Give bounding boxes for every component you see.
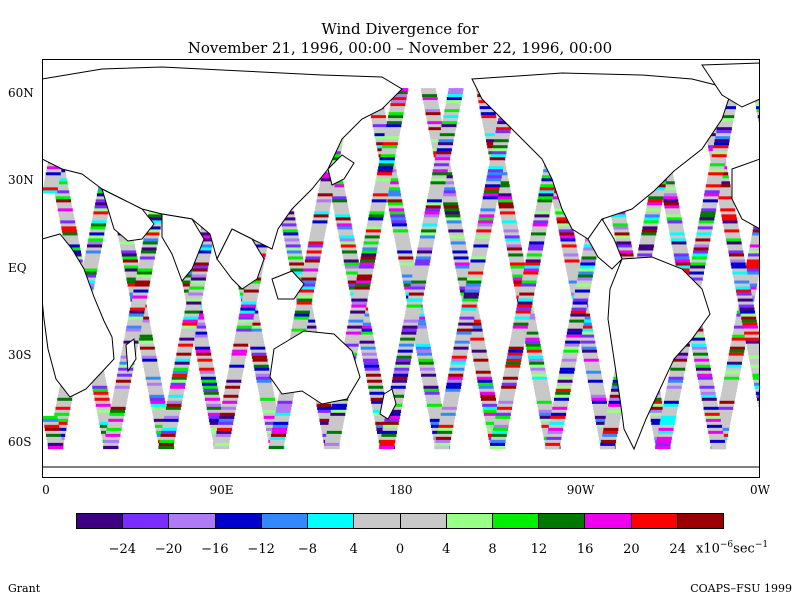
land-antarctica: [42, 466, 760, 478]
map-title-line1: Wind Divergence for: [321, 20, 479, 38]
latitude-label: 30S: [8, 347, 32, 362]
land-africa: [42, 233, 115, 398]
land-south-america: [607, 256, 711, 451]
swath: [379, 88, 464, 450]
color-legend-label: 24: [669, 542, 686, 557]
longitude-label: 0W: [750, 483, 770, 497]
color-legend-label: 20: [623, 542, 640, 557]
color-swatch: [215, 514, 262, 528]
color-swatch: [539, 514, 586, 528]
longitude-label: 0: [42, 483, 50, 497]
color-swatch: [169, 514, 216, 528]
color-legend-label: −16: [201, 542, 229, 557]
land-greenland: [701, 62, 760, 108]
land-india: [161, 213, 205, 282]
land-north-america: [471, 72, 733, 240]
land-europe-west: [731, 158, 760, 230]
color-legend-label: −8: [297, 542, 318, 557]
color-swatch: [492, 514, 540, 528]
color-swatch: [677, 514, 724, 528]
longitude-label: 180: [389, 483, 413, 497]
color-swatch: [631, 514, 678, 528]
latitude-label: 60N: [8, 85, 34, 100]
latitude-label: EQ: [8, 260, 27, 275]
color-swatch: [123, 514, 170, 528]
map-area: [42, 59, 760, 478]
color-legend-label: 16: [576, 542, 594, 557]
land-new-zealand: [379, 388, 397, 420]
land-japan: [327, 154, 355, 186]
land-southeast-asia: [216, 228, 265, 290]
color-swatch: [308, 514, 355, 528]
color-swatch: [585, 514, 632, 528]
divergence-map: [42, 59, 760, 478]
longitude-label: 90W: [566, 483, 595, 497]
map-title-line2: November 21, 1996, 00:00 – November 22, …: [187, 39, 613, 57]
map-frame: [42, 59, 760, 478]
color-swatch: [77, 514, 124, 528]
latitude-label: 60S: [8, 435, 32, 450]
color-legend-label: 0: [395, 542, 405, 557]
color-swatch: [261, 514, 309, 528]
color-legend-label: 4: [349, 542, 358, 557]
color-legend-label: 8: [488, 542, 497, 557]
latitude-label: 30N: [8, 173, 34, 188]
land-masses: [42, 62, 760, 478]
color-legend-bar: [76, 513, 724, 529]
land-arabia: [101, 188, 155, 242]
color-swatch: [446, 514, 493, 528]
color-legend-unit: x10−6sec−1: [696, 540, 769, 557]
land-madagascar: [125, 338, 137, 373]
land-australia: [269, 330, 361, 405]
author-credit: Grant: [8, 582, 41, 595]
color-legend-label: −24: [108, 542, 136, 557]
land-borneo: [271, 270, 305, 300]
organization-credit: COAPS–FSU 1999: [690, 582, 792, 595]
color-legend-label: 4: [442, 542, 451, 557]
color-legend-label: −12: [247, 542, 275, 557]
color-legend-label: −20: [154, 542, 183, 557]
color-legend-label: 12: [530, 542, 548, 557]
color-swatch: [400, 514, 447, 528]
longitude-label: 90E: [209, 483, 234, 497]
color-swatch: [354, 514, 401, 528]
